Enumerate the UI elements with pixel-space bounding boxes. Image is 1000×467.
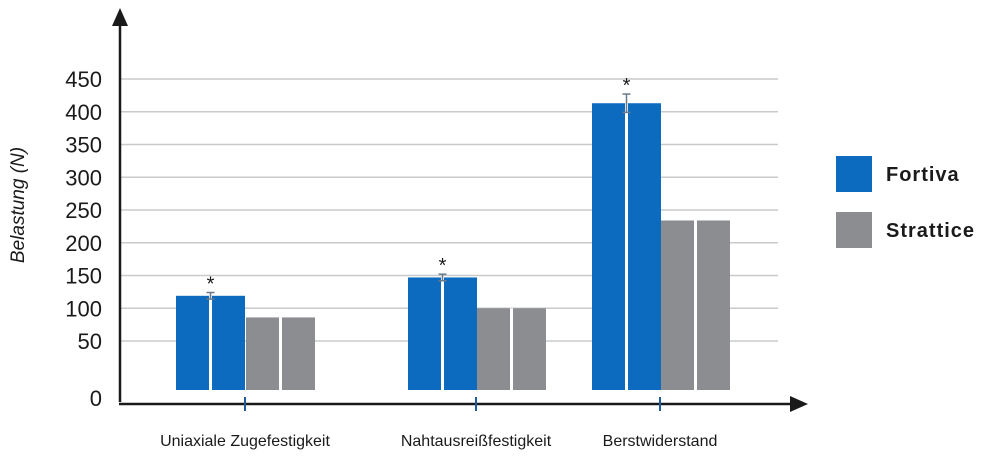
bar-divider [209, 295, 212, 390]
legend-swatch-strattice [836, 212, 872, 248]
axes [112, 8, 808, 412]
y-tick-label: 300 [65, 165, 102, 190]
bar-divider [279, 317, 282, 390]
x-axis-arrow [790, 396, 808, 412]
y-tick-label: 400 [65, 100, 102, 125]
bar-divider [625, 103, 628, 391]
y-tick-label: 0 [90, 386, 102, 411]
y-tick-label: 100 [65, 296, 102, 321]
y-axis-label: Belastung (N) [8, 147, 29, 263]
x-tick-label: Nahtausreißfestigkeit [401, 433, 552, 450]
bar-divider [441, 277, 444, 390]
y-tick-label: 350 [65, 133, 102, 158]
y-tick-labels: 0 50 100 150 200 250 300 350 400 450 [65, 67, 102, 411]
y-axis-arrow [112, 8, 128, 26]
legend: Fortiva Strattice [836, 156, 975, 248]
y-tick-label: 50 [78, 329, 102, 354]
x-tick-label: Berstwiderstand [603, 433, 718, 450]
y-tick-label: 200 [65, 231, 102, 256]
legend-swatch-fortiva [836, 156, 872, 192]
significance-star: * [439, 255, 447, 277]
x-tick-label: Uniaxiale Zugefestigkeit [160, 433, 330, 450]
legend-label-fortiva: Fortiva [886, 164, 960, 186]
bar-divider [694, 220, 697, 390]
x-tick-labels: Uniaxiale Zugefestigkeit Nahtausreißfesti… [160, 433, 717, 450]
x-ticks [244, 397, 661, 411]
y-tick-label: 150 [65, 264, 102, 289]
y-tick-label: 450 [65, 67, 102, 92]
significance-star: * [623, 75, 631, 97]
significance-star: * [207, 274, 215, 296]
legend-label-strattice: Strattice [886, 220, 975, 242]
bar-divider [510, 308, 513, 390]
y-tick-label: 250 [65, 198, 102, 223]
bars: * * * [176, 75, 730, 391]
